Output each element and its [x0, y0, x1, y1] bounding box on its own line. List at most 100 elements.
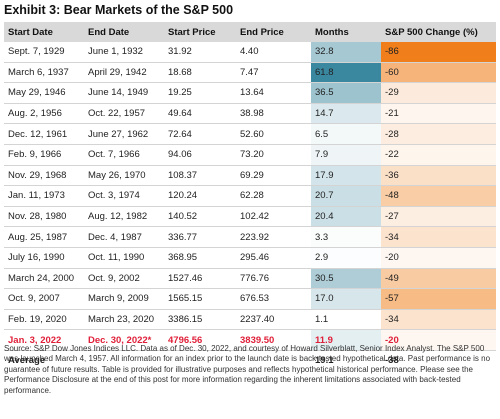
column-header: Start Price [164, 22, 236, 42]
column-header: End Date [84, 22, 164, 42]
start-date-cell: Jan. 11, 1973 [4, 185, 84, 207]
exhibit-title: Exhibit 3: Bear Markets of the S&P 500 [4, 3, 234, 17]
change-cell: -57 [381, 288, 496, 310]
end-date-cell: Oct. 7, 1966 [84, 144, 164, 166]
start-date-cell: Dec. 12, 1961 [4, 123, 84, 145]
start-date-cell: March 6, 1937 [4, 62, 84, 84]
end-date-cell: June 1, 1932 [84, 42, 164, 63]
end-date-cell: June 27, 1962 [84, 123, 164, 145]
table-row: Feb. 9, 1966 Oct. 7, 1966 94.06 73.20 7.9 -22 [4, 144, 496, 166]
change-cell: -34 [381, 309, 496, 331]
start-price-cell: 72.64 [164, 123, 236, 145]
start-price-cell: 94.06 [164, 144, 236, 166]
end-price-cell: 73.20 [236, 144, 311, 166]
months-cell: 20.4 [311, 206, 381, 228]
source-note: Source: S&P Dow Jones Indices LLC. Data … [4, 344, 491, 395]
end-date-cell: March 9, 2009 [84, 288, 164, 310]
start-price-cell: 31.92 [164, 42, 236, 63]
start-price-cell: 19.25 [164, 82, 236, 104]
start-date-cell: March 24, 2000 [4, 268, 84, 290]
start-price-cell: 108.37 [164, 165, 236, 187]
table-row: Dec. 12, 1961 June 27, 1962 72.64 52.60 6.5-… [4, 123, 496, 145]
start-date-cell: Aug. 25, 1987 [4, 226, 84, 248]
end-price-cell: 52.60 [236, 123, 311, 145]
table-row: Jan. 11, 1973 Oct. 3, 1974 120.24 62.28 20.7… [4, 185, 496, 207]
table-row: Aug. 25, 1987 Dec. 4, 1987 336.77 223.92 3.3… [4, 226, 496, 248]
end-price-cell: 13.64 [236, 82, 311, 104]
end-date-cell: Oct. 22, 1957 [84, 103, 164, 125]
months-cell: 20.7 [311, 185, 381, 207]
table-row: Sept. 7, 1929 June 1, 1932 31.92 4.40 32.8 -8… [4, 42, 496, 63]
change-cell: -36 [381, 165, 496, 187]
start-date-cell: Sept. 7, 1929 [4, 42, 84, 63]
change-cell: -48 [381, 185, 496, 207]
end-price-cell: 102.42 [236, 206, 311, 228]
change-cell: -20 [381, 329, 496, 351]
months-cell: 14.7 [311, 103, 381, 125]
change-cell: -49 [381, 268, 496, 290]
months-cell: 61.8 [311, 62, 381, 84]
end-date-cell: Oct. 11, 1990 [84, 247, 164, 269]
bear-markets-table: Start Date End Date Start Price End Pric… [4, 22, 496, 371]
months-cell: 3.3 [311, 226, 381, 248]
end-price-cell: 2237.40 [236, 309, 311, 331]
table-row: March 6, 1937 April 29, 1942 18.68 7.47 61.8… [4, 62, 496, 84]
end-price-cell: 295.46 [236, 247, 311, 269]
start-price-cell: 3386.15 [164, 309, 236, 331]
table-row: Oct. 9, 2007 March 9, 2009 1565.15 676.53 17… [4, 288, 496, 310]
change-cell: -60 [381, 62, 496, 84]
end-price-cell: 38.98 [236, 103, 311, 125]
change-cell: -86 [381, 42, 496, 63]
months-cell: 7.9 [311, 144, 381, 166]
change-cell: -27 [381, 206, 496, 228]
start-date-cell: May 29, 1946 [4, 82, 84, 104]
end-date-cell: June 14, 1949 [84, 82, 164, 104]
average-label: Average [4, 349, 84, 371]
column-header: Start Date [4, 22, 84, 42]
average-row: Average 19.1 -38 [4, 349, 496, 371]
end-date-cell: Dec. 4, 1987 [84, 226, 164, 248]
end-date-cell: April 29, 1942 [84, 62, 164, 84]
start-price-cell: 336.77 [164, 226, 236, 248]
change-cell: -28 [381, 123, 496, 145]
average-change: -38 [381, 349, 496, 371]
change-cell: -29 [381, 82, 496, 104]
empty-cell [164, 349, 236, 371]
start-price-cell: 140.52 [164, 206, 236, 228]
average-months: 19.1 [311, 349, 381, 371]
empty-cell [84, 349, 164, 371]
start-date-cell: Nov. 28, 1980 [4, 206, 84, 228]
end-price-cell: 223.92 [236, 226, 311, 248]
table-row: Nov. 28, 1980 Aug. 12, 1982 140.52 102.42 20… [4, 206, 496, 228]
start-price-cell: 1565.15 [164, 288, 236, 310]
months-cell: 1.1 [311, 309, 381, 331]
table-body: Sept. 7, 1929 June 1, 1932 31.92 4.40 32.8 -8… [4, 42, 496, 371]
start-price-cell: 368.95 [164, 247, 236, 269]
months-cell: 6.5 [311, 123, 381, 145]
start-date-cell: July 16, 1990 [4, 247, 84, 269]
end-price-cell: 776.76 [236, 268, 311, 290]
start-price-cell: 1527.46 [164, 268, 236, 290]
column-header: Months [311, 22, 381, 42]
table-row: July 16, 1990 Oct. 11, 1990 368.95 295.46 2.… [4, 247, 496, 269]
end-price-cell: 69.29 [236, 165, 311, 187]
months-cell: 2.9 [311, 247, 381, 269]
table-row: March 24, 2000 Oct. 9, 2002 1527.46 776.76 3… [4, 268, 496, 290]
column-header: S&P 500 Change (%) [381, 22, 496, 42]
column-header: End Price [236, 22, 311, 42]
change-cell: -34 [381, 226, 496, 248]
change-cell: -22 [381, 144, 496, 166]
empty-cell [236, 349, 311, 371]
end-price-cell: 7.47 [236, 62, 311, 84]
start-price-cell: 18.68 [164, 62, 236, 84]
start-date-cell: Feb. 19, 2020 [4, 309, 84, 331]
months-cell: 36.5 [311, 82, 381, 104]
table-row: Feb. 19, 2020 March 23, 2020 3386.15 2237.4… [4, 309, 496, 331]
start-price-cell: 49.64 [164, 103, 236, 125]
end-price-cell: 676.53 [236, 288, 311, 310]
start-date-cell: Feb. 9, 1966 [4, 144, 84, 166]
start-price-cell: 120.24 [164, 185, 236, 207]
months-cell: 17.0 [311, 288, 381, 310]
end-date-cell: May 26, 1970 [84, 165, 164, 187]
